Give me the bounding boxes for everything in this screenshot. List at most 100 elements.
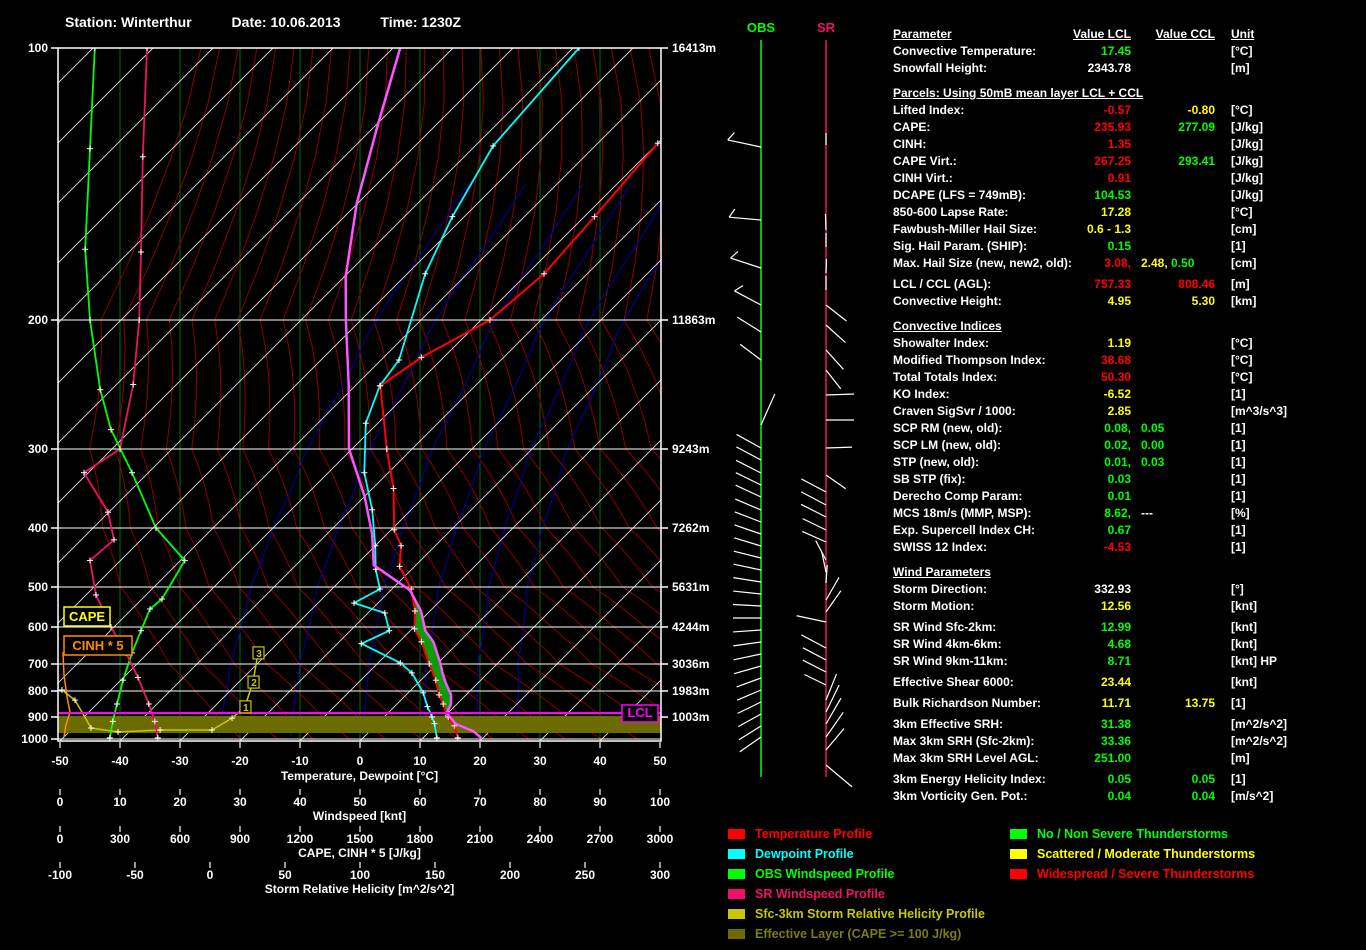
- legend-label: Effective Layer (CAPE >= 100 J/kg): [755, 927, 962, 941]
- temperature-tick-label: -10: [291, 754, 309, 768]
- row-label: 3km Vorticity Gen. Pot.:: [893, 789, 1028, 803]
- windspeed-tick-label: 80: [533, 795, 547, 809]
- legend-label: Temperature Profile: [755, 827, 873, 841]
- legend-label: SR Windspeed Profile: [755, 887, 885, 901]
- moist-adiabat: [421, 183, 632, 737]
- row-value-lcl: 1.19: [1107, 336, 1131, 350]
- row-label: MCS 18m/s (MMP, MSP):: [893, 506, 1032, 520]
- row-label: Max 3km SRH (Sfc-2km):: [893, 734, 1035, 748]
- isotherm-gridline: [58, 48, 214, 204]
- temperature-tick-label: 20: [473, 754, 487, 768]
- isotherm-gridline: [58, 48, 274, 264]
- obs-wind-barb: [737, 713, 762, 728]
- table-row: SCP RM (new, old): 0.08, 0.05 [1]: [893, 420, 1363, 437]
- cinh-profile: [62, 652, 71, 738]
- pressure-tick-label: 1000: [21, 732, 48, 746]
- cape-tick-label: 900: [230, 832, 250, 846]
- row-label: Snowfall Height:: [893, 61, 987, 75]
- windspeed-tick-label: 50: [353, 795, 367, 809]
- row-value-lcl: 1.35: [1107, 137, 1131, 151]
- windspeed-tick-label: 10: [113, 795, 127, 809]
- isotherm-gridline: [58, 48, 574, 564]
- table-row: Craven SigSvr / 1000: 2.85 [m^3/s^3]: [893, 403, 1363, 420]
- row-unit: [m/s^2]: [1231, 789, 1274, 803]
- dry-adiabat: [532, 48, 661, 562]
- dry-adiabat: [742, 48, 893, 739]
- isotherm-gridline: [239, 319, 661, 741]
- cinh-badge: [63, 635, 133, 656]
- row-value-lcl: 8.62,: [1104, 506, 1131, 520]
- sr-wind-barb: [802, 518, 827, 531]
- row-unit: [J/kg]: [1231, 188, 1264, 202]
- sr-column-label: SR: [817, 20, 836, 35]
- legend-swatch: [1010, 829, 1027, 839]
- table-row: Max 3km SRH (Sfc-2km): 33.36 [m^2/s^2]: [893, 733, 1363, 750]
- row-label: SR Wind 9km-11km:: [893, 654, 1008, 668]
- temperature-tick-label: 40: [593, 754, 607, 768]
- table-row: 3km Effective SRH: 31.38 [m^2/s^2]: [893, 716, 1363, 733]
- row-value-ccl: [1131, 352, 1215, 369]
- srh-tick-label: 150: [425, 868, 445, 882]
- legend-label: Sfc-3km Storm Relative Helicity Profile: [755, 907, 985, 921]
- isotherm-gridline: [359, 439, 661, 741]
- obs-wind-barb: [737, 701, 762, 714]
- row-value-ccl: [1131, 539, 1215, 556]
- row-value-ccl: 277.09: [1178, 120, 1215, 134]
- dry-adiabat: [817, 48, 893, 739]
- row-unit: [°]: [1231, 582, 1244, 596]
- obs-wind-barb: [734, 524, 762, 535]
- table-row: 3km Energy Helicity Index: 0.05 0.05 [1]: [893, 771, 1363, 788]
- row-label: SR Wind 4km-6km:: [893, 637, 1002, 651]
- row-label: Craven SigSvr / 1000:: [893, 404, 1016, 418]
- windspeed-axis-title: Windspeed [knt]: [313, 809, 406, 823]
- moist-adiabat: [361, 183, 584, 737]
- row-value-lcl: -0.57: [1103, 103, 1131, 117]
- isotherm-gridline: [58, 48, 634, 624]
- row-value-ccl: [1131, 598, 1215, 615]
- sr-wind-barb: [825, 684, 840, 713]
- parameter-table: Parameter Value LCL Value CCL Unit Convectiv…: [893, 26, 1363, 805]
- row-value-ccl: [1131, 488, 1215, 505]
- row-label: Convective Height:: [893, 294, 1002, 308]
- table-row: Max. Hail Size (new, new2, old): 3.08, 2.4…: [893, 255, 1363, 272]
- row-value-ccl: [1131, 403, 1215, 420]
- isotherm-gridline: [58, 48, 394, 384]
- table-row: SWISS 12 Index: -4.53 [1]: [893, 539, 1363, 556]
- pressure-tick-label: 800: [28, 684, 48, 698]
- temperature-tick-label: 0: [357, 754, 364, 768]
- row-value-ccl: [1131, 60, 1215, 77]
- row-value-lcl: 50.30: [1100, 370, 1131, 384]
- row-label: CAPE:: [893, 120, 931, 134]
- dry-adiabat: [327, 48, 602, 740]
- row-label: DCAPE (LFS = 749mB):: [893, 188, 1027, 202]
- row-unit: [m^2/s^2]: [1231, 734, 1288, 748]
- row-value-lcl: 4.95: [1107, 294, 1131, 308]
- row-unit: [°C]: [1231, 370, 1253, 384]
- row-value-lcl: 12.56: [1100, 599, 1131, 613]
- row-value-lcl: 31.38: [1100, 717, 1131, 731]
- row-value-lcl: 33.36: [1100, 734, 1131, 748]
- sr-wind-barb: [825, 446, 853, 449]
- legend-label: OBS Windspeed Profile: [755, 867, 895, 881]
- row-value-ccl: 5.30: [1191, 294, 1215, 308]
- row-unit: [1]: [1231, 523, 1246, 537]
- cape-area: [410, 590, 452, 713]
- legend-label: Dewpoint Profile: [755, 847, 854, 861]
- cape-tick-label: 300: [110, 832, 130, 846]
- row-value-ccl: 2.48, 0.50: [1141, 256, 1195, 270]
- dry-adiabat: [779, 48, 893, 739]
- windspeed-tick-label: 20: [173, 795, 187, 809]
- row-unit: [cm]: [1231, 256, 1257, 270]
- obs-wind-barb: [734, 511, 762, 523]
- sr-wind-barb: [825, 304, 847, 322]
- dry-adiabat: [350, 48, 638, 740]
- row-unit: [1]: [1231, 239, 1246, 253]
- table-row: Lifted Index: -0.57 -0.80 [°C]: [893, 102, 1363, 119]
- isotherm-gridline: [58, 48, 514, 504]
- obs-wind-barb: [733, 665, 762, 675]
- row-unit: [cm]: [1231, 222, 1257, 236]
- pressure-tick-label: 900: [28, 710, 48, 724]
- altitude-label: 5631m: [672, 580, 709, 594]
- row-unit: [m]: [1231, 751, 1250, 765]
